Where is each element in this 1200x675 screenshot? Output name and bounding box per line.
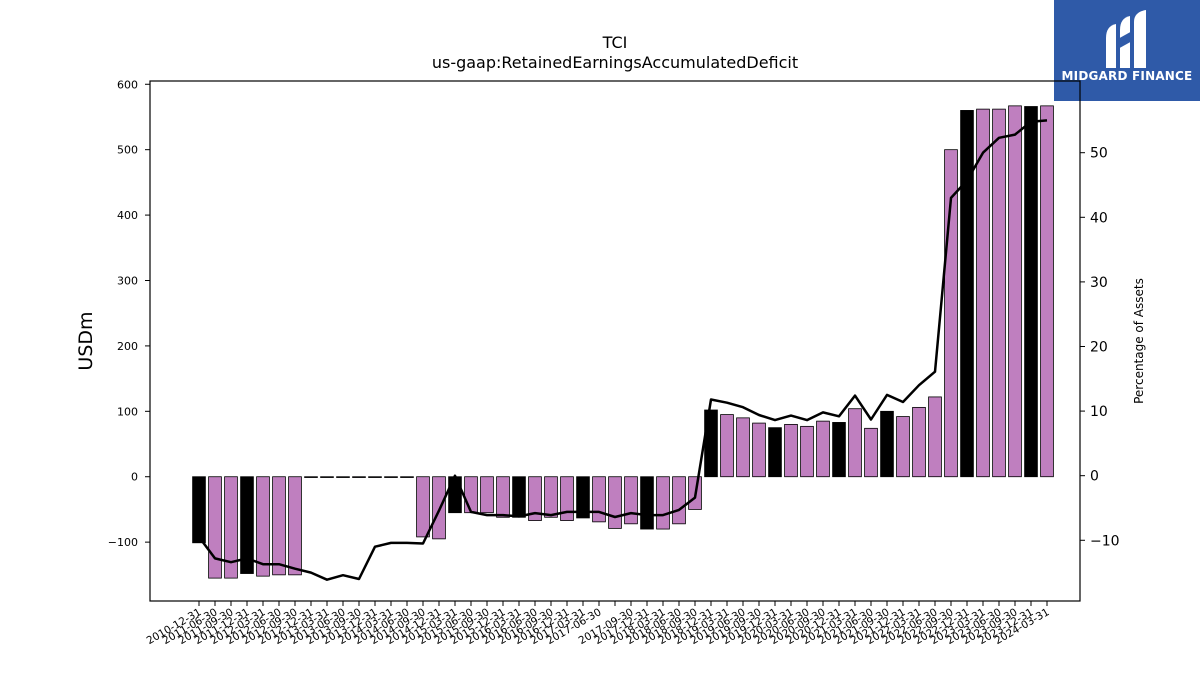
y-tick-label: 100 <box>117 405 138 418</box>
bar-2011-09-30 <box>240 476 254 574</box>
bar-2014-12-31 <box>448 476 462 514</box>
bar-2013-06-30 <box>352 476 366 478</box>
bar-2023-09-30 <box>1008 105 1022 478</box>
bar-2021-06-30 <box>864 427 878 478</box>
bar-2023-12-31 <box>1024 106 1038 478</box>
line-series <box>197 119 1048 581</box>
bar-2018-06-30 <box>672 476 686 525</box>
y-tick-label: 600 <box>117 78 138 91</box>
bar-series <box>192 105 1054 579</box>
bar-2016-09-30 <box>560 476 574 521</box>
y-tick-label: 300 <box>117 274 138 287</box>
bar-2017-06-30 <box>608 476 622 529</box>
bar-2010-12-31 <box>192 476 206 544</box>
bar-2024-03-31 <box>1040 105 1054 478</box>
bar-2020-12-31 <box>832 422 846 478</box>
bar-2013-09-30 <box>368 476 382 478</box>
y2-tick-label: 0 <box>1090 469 1099 485</box>
bar-2021-12-31 <box>896 416 910 478</box>
bar-2018-03-31 <box>656 476 670 530</box>
bar-2015-09-30 <box>496 476 510 518</box>
bar-2016-03-31 <box>528 476 542 521</box>
midgard-finance-logo: MIDGARD FINANCE <box>1054 0 1200 101</box>
y2-axis-label: Percentage of Assets <box>1132 278 1146 404</box>
bar-2022-06-30 <box>928 396 942 478</box>
bar-2019-06-30 <box>736 417 750 478</box>
y-axis-ticks: −100 0 100 200 300 400 500 600 <box>108 78 150 549</box>
bar-2016-12-31 <box>576 476 590 519</box>
chart-subtitle: us-gaap:RetainedEarningsAccumulatedDefic… <box>432 53 798 72</box>
bar-2015-03-31 <box>464 476 478 514</box>
bar-2023-03-31 <box>976 108 990 478</box>
x-axis-ticks: 2010-12-312011-06-302011-09-302011-12-31… <box>145 601 1052 647</box>
y-tick-label: 0 <box>131 471 138 484</box>
y2-tick-label: 40 <box>1090 210 1108 226</box>
bar-2013-03-31 <box>336 476 350 478</box>
bar-2017-03-31 <box>592 476 606 523</box>
bar-2019-12-31 <box>768 427 782 478</box>
bar-2012-03-31 <box>272 476 286 576</box>
bar-2019-09-30 <box>752 422 766 478</box>
percentage-line <box>197 119 1048 581</box>
bar-2021-09-30 <box>880 410 894 478</box>
bar-2020-03-31 <box>784 423 798 478</box>
bar-2016-06-30 <box>544 476 558 518</box>
y2-axis-ticks: −10 0 10 20 30 40 50 <box>1080 146 1120 549</box>
y2-tick-label: 50 <box>1090 146 1108 162</box>
logo-text: MIDGARD FINANCE <box>1061 69 1193 83</box>
y-tick-label: 400 <box>117 209 138 222</box>
bar-2020-09-30 <box>816 420 830 478</box>
bar-2012-06-30 <box>288 476 302 576</box>
y2-tick-label: 10 <box>1090 404 1108 420</box>
bar-2021-03-31 <box>848 408 862 478</box>
bar-2022-03-31 <box>912 406 926 478</box>
y2-tick-label: 30 <box>1090 275 1108 291</box>
bar-2012-12-31 <box>320 476 334 478</box>
bar-2011-06-30 <box>224 476 238 579</box>
y2-tick-label: −10 <box>1090 533 1120 549</box>
y-tick-label: 500 <box>117 144 138 157</box>
chart-title: TCI <box>602 33 628 52</box>
bar-2023-06-30 <box>992 108 1006 478</box>
bar-2020-06-30 <box>800 425 814 478</box>
bar-2013-12-31 <box>384 476 398 478</box>
bar-2011-03-31 <box>208 476 222 579</box>
bar-2017-12-31 <box>640 476 654 530</box>
bar-2011-12-31 <box>256 476 270 577</box>
midgard-m-logo-icon <box>1106 10 1146 68</box>
bar-2015-06-30 <box>480 476 494 514</box>
bar-2022-12-31 <box>960 110 974 478</box>
bar-2012-09-30 <box>304 476 318 478</box>
bar-2015-12-31 <box>512 476 526 518</box>
bar-2019-03-31 <box>720 414 734 478</box>
bar-2014-06-30 <box>416 476 430 538</box>
y-tick-label: 200 <box>117 340 138 353</box>
y2-tick-label: 20 <box>1090 339 1108 355</box>
y-axis-label: USDm <box>75 311 97 370</box>
bar-2014-03-31 <box>400 476 414 478</box>
y-tick-label: −100 <box>108 536 138 549</box>
bar-2017-09-30 <box>624 476 638 525</box>
